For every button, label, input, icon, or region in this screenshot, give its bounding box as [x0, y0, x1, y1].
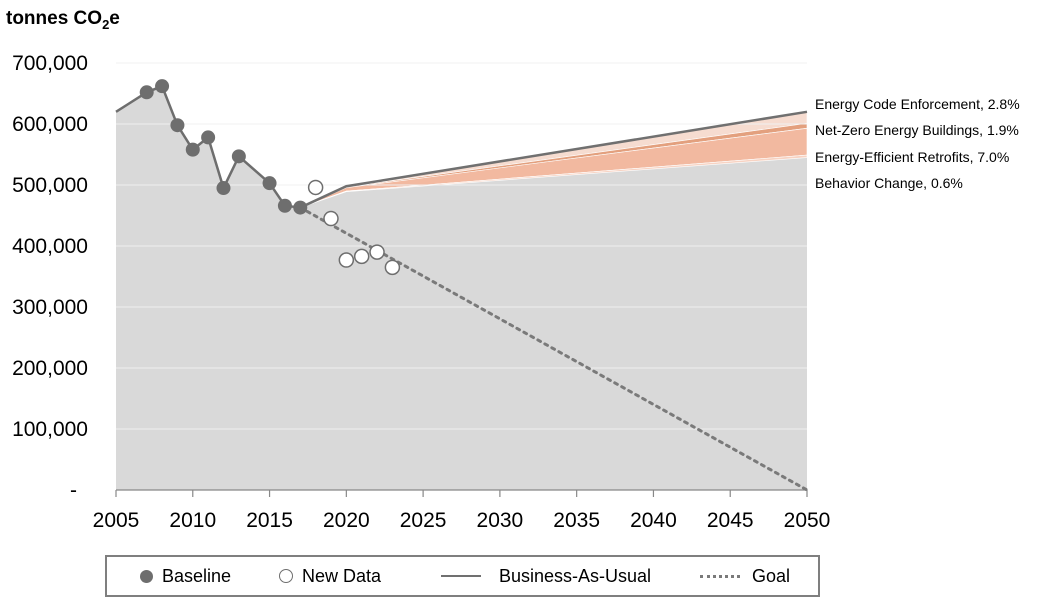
legend-item-goal: Goal	[700, 557, 790, 595]
baseline-point	[216, 181, 231, 196]
y-tick-label: 300,000	[12, 296, 88, 319]
open-circle-icon	[279, 569, 293, 583]
baseline-point	[262, 176, 277, 191]
x-tick-label: 2050	[784, 509, 831, 532]
baseline-point	[231, 149, 246, 164]
new-data-point	[369, 244, 385, 260]
baseline-point	[277, 198, 292, 213]
x-tick-label: 2020	[323, 509, 370, 532]
legend-label: New Data	[302, 565, 382, 586]
x-tick-label: 2015	[246, 509, 293, 532]
goal-line	[298, 206, 809, 492]
remaining-emissions-area	[116, 86, 807, 491]
y-tick-label: -	[70, 479, 77, 502]
y-tick-label: 700,000	[12, 52, 88, 75]
wedge-label: Net-Zero Energy Buildings, 1.9%	[815, 122, 1019, 138]
legend-item-new-data: New Data	[279, 557, 381, 595]
wedge-label: Behavior Change, 0.6%	[815, 175, 963, 191]
x-tick-label: 2030	[477, 509, 524, 532]
new-data-point	[307, 179, 324, 196]
baseline-point	[139, 85, 154, 100]
legend: Baseline New Data Business-As-Usual Goal	[105, 555, 820, 597]
x-tick-label: 2025	[400, 509, 447, 532]
legend-label: Goal	[752, 565, 791, 586]
baseline-point	[293, 200, 308, 215]
x-tick-label: 2005	[93, 509, 140, 532]
business-as-usual-line	[299, 110, 808, 209]
wedge-behavior-change	[300, 154, 808, 208]
baseline-point	[155, 79, 170, 94]
new-data-point	[338, 252, 355, 268]
filled-circle-icon	[140, 569, 153, 583]
y-tick-label: 600,000	[12, 113, 88, 136]
x-tick-label: 2040	[630, 509, 677, 532]
new-data-point	[323, 210, 339, 227]
y-tick-label: 100,000	[12, 418, 88, 441]
new-data-point	[353, 248, 370, 265]
wedge-label: Energy Code Enforcement, 2.8%	[815, 96, 1020, 112]
baseline-point	[185, 142, 200, 157]
solid-line-icon	[441, 575, 481, 577]
x-tick-label: 2010	[169, 509, 216, 532]
x-tick-label: 2045	[707, 509, 754, 532]
wedge-label: Energy-Efficient Retrofits, 7.0%	[815, 149, 1009, 165]
y-tick-label: 500,000	[12, 174, 88, 197]
legend-item-baseline: Baseline	[140, 557, 231, 595]
dotted-line-icon	[700, 574, 740, 578]
legend-item-bau: Business-As-Usual	[441, 557, 651, 595]
legend-label: Baseline	[162, 565, 232, 586]
y-axis-label: tonnes CO2e	[6, 8, 120, 32]
baseline-point	[170, 118, 185, 133]
y-tick-label: 200,000	[12, 357, 88, 380]
x-tick-label: 2035	[553, 509, 600, 532]
legend-label: Business-As-Usual	[499, 565, 652, 586]
y-tick-label: 400,000	[12, 235, 88, 258]
new-data-point	[384, 259, 401, 276]
baseline-point	[201, 130, 216, 145]
